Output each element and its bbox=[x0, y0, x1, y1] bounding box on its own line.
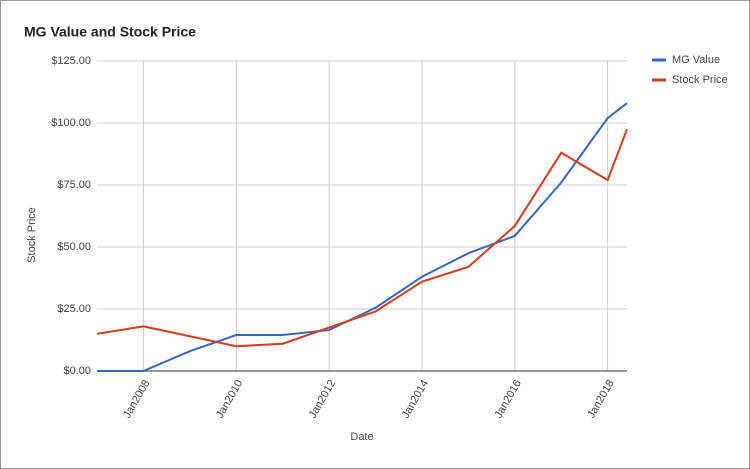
legend-label: MG Value bbox=[672, 54, 720, 66]
y-tick-label: $25.00 bbox=[57, 303, 91, 315]
series-line bbox=[97, 102, 628, 372]
y-tick-label: $125.00 bbox=[51, 55, 91, 67]
y-axis-label: Stock Price bbox=[26, 207, 38, 263]
y-tick-label: $50.00 bbox=[57, 241, 91, 253]
y-tick-label: $0.00 bbox=[63, 365, 91, 377]
y-tick-label: $75.00 bbox=[57, 179, 91, 191]
x-axis-label: Date bbox=[350, 431, 373, 443]
y-tick-label: $100.00 bbox=[51, 117, 91, 129]
legend-label: Stock Price bbox=[672, 74, 728, 86]
chart-title: MG Value and Stock Price bbox=[24, 24, 196, 40]
series-line bbox=[96, 128, 628, 348]
